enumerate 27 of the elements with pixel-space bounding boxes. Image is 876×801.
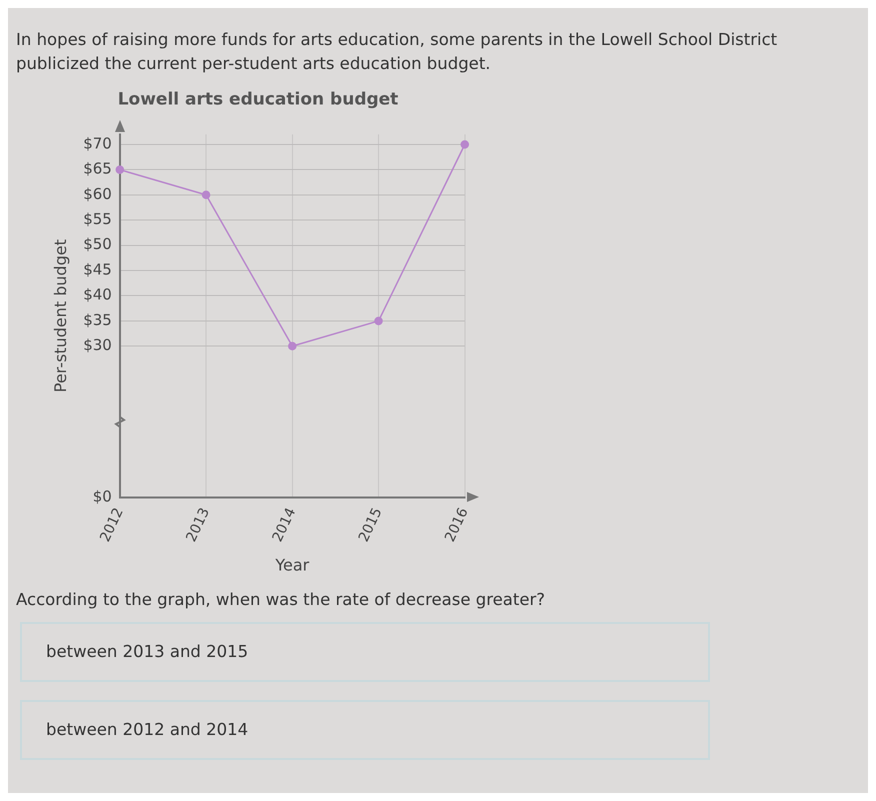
y-tick-label: $70 <box>83 134 112 152</box>
y-tick-label: $45 <box>83 260 112 278</box>
text: In hopes of raising more funds for arts education, some parents in the Lowell School District publicized the current per-student arts education budget. <box>16 29 778 75</box>
x-axis-title: Year <box>274 556 310 575</box>
x-tick-label: 2012 <box>97 505 127 544</box>
y-tick-label: $40 <box>83 286 112 304</box>
answer-field: between 2013 and 2015 <box>20 622 710 682</box>
point <box>460 140 470 149</box>
y-axis-title: Per-student budget <box>50 239 70 393</box>
y-tick-label: $55 <box>83 210 112 228</box>
y-tick-label: $0 <box>92 487 112 506</box>
point <box>374 316 383 326</box>
chart-title: Lowell arts education budget <box>118 90 398 110</box>
y-tick-label: $50 <box>83 235 112 254</box>
point <box>202 190 210 200</box>
text: According to the graph, when was the rate of decrease greater? <box>16 589 546 611</box>
y-tick-label: $35 <box>83 310 112 329</box>
y-tick-label: $65 <box>83 160 112 178</box>
x-tick-label: 2014 <box>270 505 300 544</box>
x-tick-label: 2013 <box>183 505 213 544</box>
y-tick-label: $60 <box>83 184 112 203</box>
x-tick-label: 2015 <box>356 505 386 544</box>
answer-field: between 2012 and 2014 <box>20 700 710 760</box>
point <box>116 165 124 174</box>
y-tick-label: $30 <box>83 336 112 354</box>
x-tick-label: 2016 <box>442 505 472 544</box>
point <box>288 342 297 350</box>
